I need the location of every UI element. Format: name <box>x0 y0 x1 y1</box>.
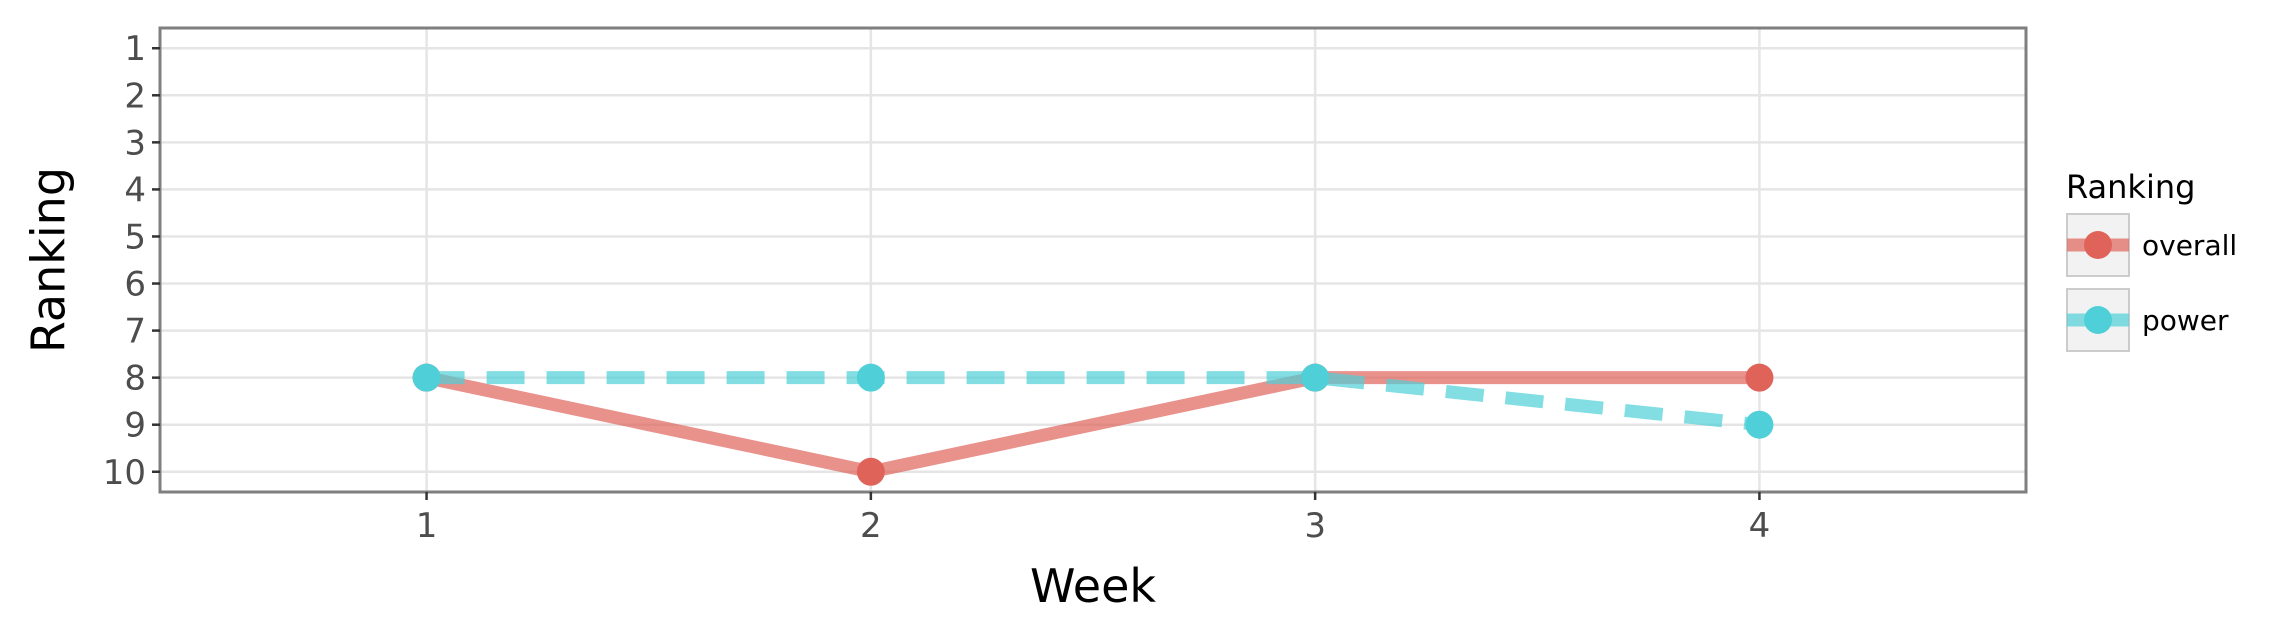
axes: 1 2 3 4 5 6 7 8 9 10 1 2 3 4 <box>103 29 1771 546</box>
point-power <box>856 363 885 392</box>
y-tick-label: 8 <box>124 359 146 399</box>
series-line-power <box>426 371 1761 432</box>
x-tick-label: 3 <box>1304 506 1326 546</box>
y-tick-label: 10 <box>103 453 146 493</box>
series-layer <box>412 363 1774 486</box>
point-power <box>1745 410 1774 439</box>
x-tick-label: 4 <box>1749 506 1771 546</box>
plot-panel-border <box>158 26 2028 494</box>
legend-title: Ranking <box>2066 168 2195 206</box>
y-tick-label: 7 <box>124 312 146 352</box>
y-tick-label: 4 <box>124 170 146 210</box>
x-axis-title: Week <box>1030 559 1156 613</box>
x-tick-label: 2 <box>860 506 882 546</box>
y-tick-label: 6 <box>124 265 146 305</box>
y-tick-label: 3 <box>124 123 146 163</box>
point-overall <box>1745 363 1774 392</box>
legend-label-overall: overall <box>2142 229 2237 262</box>
y-tick-label: 2 <box>124 76 146 116</box>
legend-marker-overall <box>2084 231 2112 259</box>
y-tick-label: 1 <box>124 29 146 69</box>
series-line-overall <box>425 371 1760 479</box>
point-power <box>1301 363 1330 392</box>
point-power <box>412 363 441 392</box>
x-tick-label: 1 <box>416 506 438 546</box>
y-tick-label: 9 <box>124 406 146 446</box>
legend: Ranking overall power <box>2066 168 2237 352</box>
point-overall <box>856 457 885 486</box>
y-axis-title: Ranking <box>22 167 76 353</box>
legend-label-power: power <box>2142 304 2229 337</box>
legend-marker-power <box>2084 306 2112 334</box>
y-tick-label: 5 <box>124 217 146 257</box>
